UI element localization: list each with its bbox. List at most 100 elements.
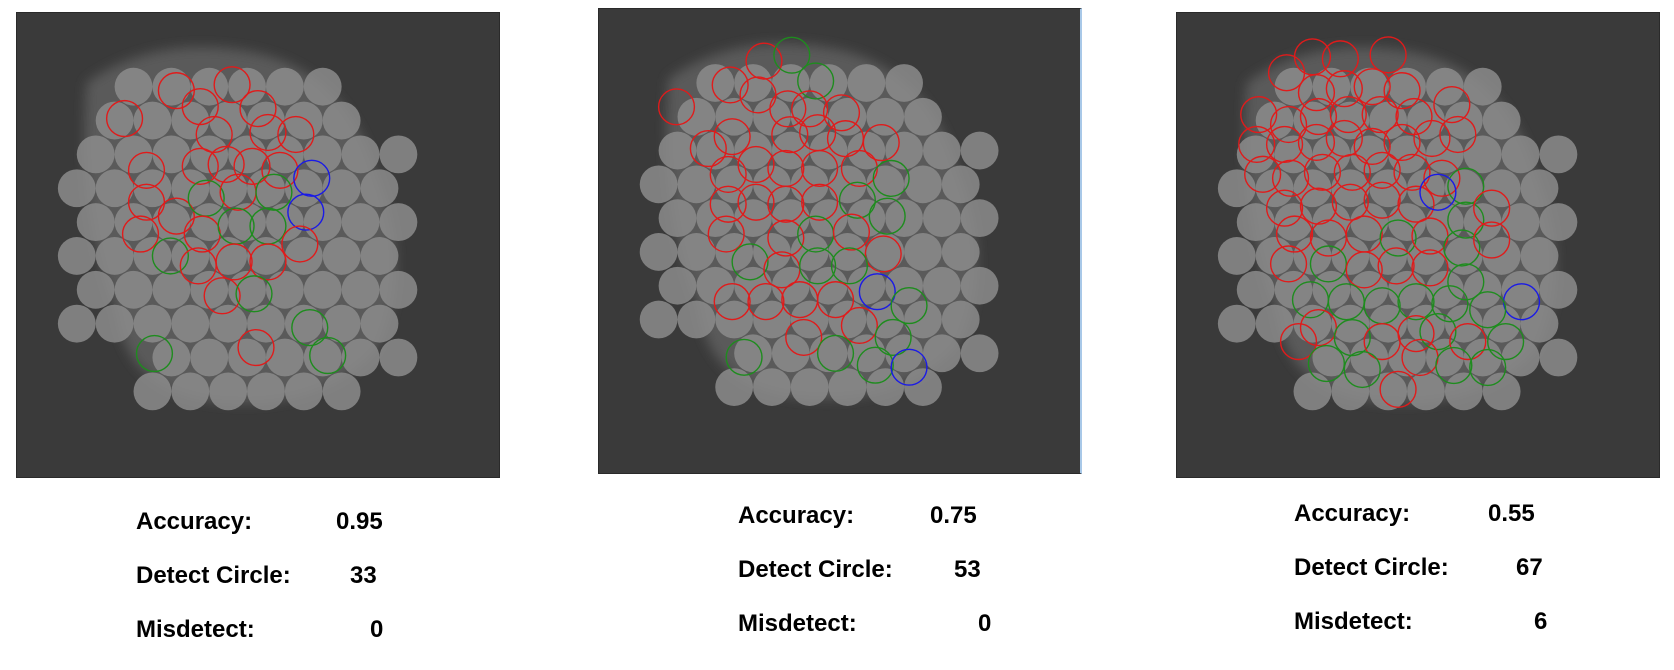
particle: [922, 334, 961, 373]
detected-circle: [713, 118, 751, 156]
particle: [677, 300, 716, 339]
particle: [639, 300, 678, 339]
misdetected-circle: [287, 193, 325, 231]
particle: [1388, 67, 1426, 106]
particle: [1520, 237, 1559, 275]
missed-circle: [1447, 167, 1485, 205]
particle: [209, 304, 248, 343]
detected-circle: [713, 283, 751, 321]
detected-circle: [249, 243, 287, 281]
particle: [209, 237, 248, 275]
particle: [341, 338, 380, 377]
accuracy-value: 0.55: [1488, 500, 1535, 527]
particle: [76, 270, 115, 309]
detected-circle: [1353, 68, 1391, 106]
particle: [904, 368, 942, 406]
particle: [341, 270, 380, 309]
detected-circle: [1353, 127, 1391, 166]
particle: [209, 101, 248, 140]
detected-circle: [207, 145, 245, 183]
missed-circle: [838, 181, 876, 219]
particle: [809, 64, 848, 102]
particle: [228, 135, 266, 174]
particle: [1463, 135, 1502, 174]
detected-circle: [1244, 155, 1282, 193]
particle: [1217, 304, 1256, 343]
particle: [828, 165, 867, 204]
particle: [1293, 169, 1332, 208]
particle: [885, 334, 923, 373]
missed-circle: [1431, 285, 1469, 323]
detected-circle: [1433, 85, 1471, 124]
detected-circle: [249, 113, 287, 152]
missed-circle: [797, 62, 835, 100]
missed-circle: [1397, 283, 1435, 321]
particle: [57, 237, 96, 275]
particle: [828, 368, 867, 406]
particle: [265, 338, 304, 377]
particle: [1331, 372, 1370, 411]
misdetected-circle: [293, 159, 331, 197]
particle: [1501, 203, 1540, 242]
particle: [114, 135, 153, 174]
particle: [1312, 203, 1351, 242]
detected-circle: [689, 129, 727, 168]
particle: [1482, 372, 1521, 411]
particle: [95, 169, 134, 208]
misdetect-value: 0: [978, 610, 992, 637]
particle: [639, 165, 678, 204]
detected-circle: [737, 145, 775, 184]
particle: [284, 372, 323, 411]
accuracy-label: Accuracy:: [1294, 500, 1411, 527]
missed-circle: [856, 346, 894, 384]
detected-circle: [1363, 151, 1401, 189]
missed-circle: [1469, 348, 1507, 387]
particle: [341, 203, 380, 242]
particle: [1482, 169, 1521, 208]
particle: [322, 169, 361, 208]
detected-circle: [1240, 95, 1278, 134]
detected-circle: [1369, 36, 1407, 74]
missed-circle: [1307, 344, 1346, 383]
particle: [1236, 270, 1275, 309]
particle: [904, 165, 942, 204]
particle: [171, 372, 210, 411]
particle: [1407, 237, 1445, 275]
particle: [1444, 237, 1483, 275]
detected-circle: [1345, 251, 1383, 289]
particle: [734, 266, 772, 305]
particle: [247, 304, 285, 343]
detected-circle: [157, 197, 195, 235]
detect-circle-label: Detect Circle:: [1294, 554, 1449, 581]
detected-circle: [1321, 40, 1359, 78]
particle: [1482, 101, 1521, 140]
missed-circle: [1487, 322, 1525, 361]
detect-circle-value: 53: [954, 556, 981, 583]
particle: [1255, 237, 1294, 275]
detected-circle: [1361, 95, 1399, 134]
particle: [696, 199, 735, 238]
particle: [1463, 67, 1502, 106]
particle: [1274, 270, 1313, 309]
particle: [171, 101, 210, 140]
particle: [960, 199, 999, 238]
misdetect-label: Misdetect:: [136, 616, 255, 643]
missed-circle: [1419, 313, 1457, 351]
particle: [1463, 338, 1502, 377]
particle: [190, 270, 229, 309]
detected-circle: [747, 283, 785, 321]
detected-circle: [1449, 322, 1487, 361]
particle: [1255, 304, 1294, 343]
particle: [95, 304, 134, 343]
detected-circle: [1363, 181, 1401, 219]
detected-circle: [767, 185, 805, 223]
result-panel-3: Accuracy: 0.55 Detect Circle: 67 Misdete…: [1176, 0, 1674, 670]
particle: [247, 237, 285, 275]
circle-detection-overlay-1: [57, 47, 418, 411]
detected-circle: [1297, 74, 1336, 112]
particle: [1236, 135, 1275, 174]
particle: [1331, 237, 1370, 275]
particle: [941, 300, 980, 339]
particle: [379, 203, 418, 242]
detected-circle: [1299, 187, 1338, 225]
